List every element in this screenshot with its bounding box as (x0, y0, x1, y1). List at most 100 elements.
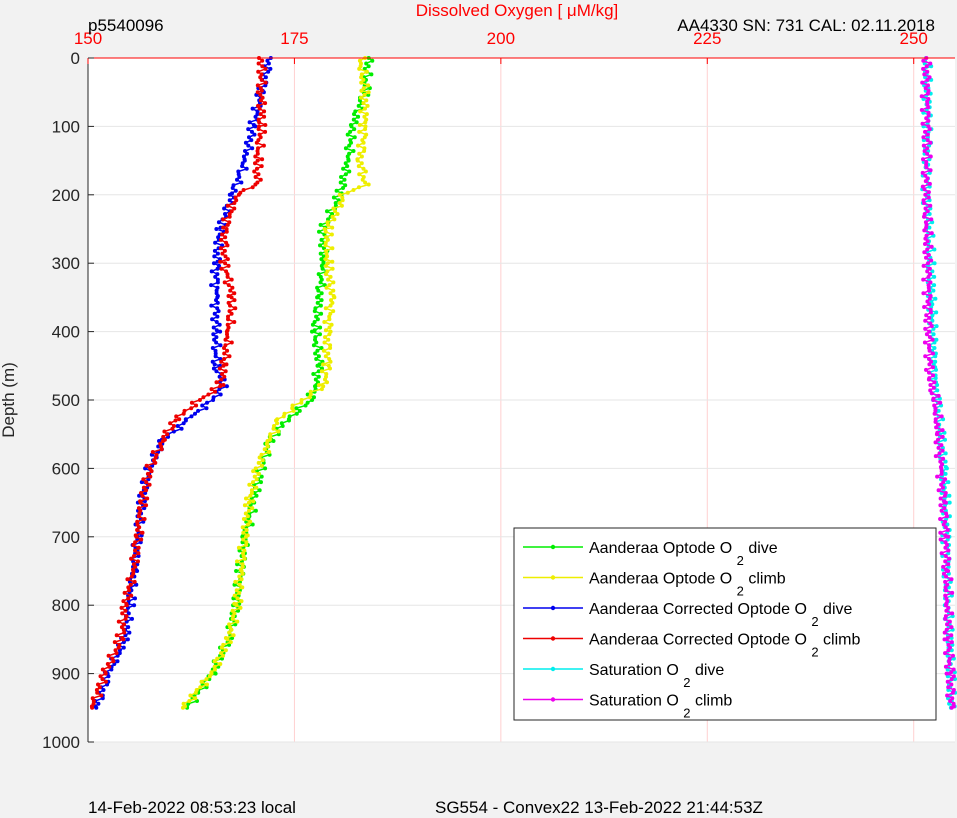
data-point (929, 324, 934, 329)
data-point (319, 291, 324, 296)
data-point (103, 679, 108, 684)
data-point (204, 677, 209, 682)
data-point (122, 622, 126, 627)
data-point (234, 603, 239, 608)
legend-label-name: Aanderaa Corrected Optode O (589, 632, 811, 649)
data-point (945, 693, 950, 698)
data-point (325, 237, 330, 242)
data-point (942, 637, 947, 642)
data-point (939, 508, 944, 513)
data-point (922, 214, 926, 219)
data-point (258, 92, 263, 97)
data-point (120, 611, 125, 616)
data-point (219, 651, 223, 656)
data-point (933, 354, 938, 359)
data-point (291, 408, 296, 413)
data-point (936, 488, 941, 493)
data-point (330, 259, 335, 264)
data-point (939, 482, 944, 487)
data-point (257, 455, 262, 460)
legend-label-subscript: 2 (737, 553, 744, 568)
data-point (253, 124, 258, 129)
data-point (96, 701, 101, 706)
data-point (357, 151, 362, 156)
legend-entry: Aanderaa Optode O 2 dive (523, 540, 778, 568)
data-point (330, 246, 335, 251)
data-point (219, 266, 224, 271)
data-point (927, 266, 932, 271)
data-point (930, 318, 935, 323)
data-point (179, 426, 184, 431)
data-point (122, 630, 127, 635)
data-point (938, 400, 943, 405)
data-point (216, 309, 221, 314)
data-point (116, 619, 121, 624)
data-point (229, 627, 234, 632)
data-point (140, 493, 145, 498)
data-point (351, 117, 356, 122)
data-point (276, 429, 281, 434)
data-point (356, 114, 361, 119)
data-point (254, 493, 259, 498)
data-point (216, 220, 221, 225)
data-point (945, 622, 949, 627)
data-point (366, 83, 371, 88)
data-point (929, 258, 934, 263)
data-point (949, 625, 954, 630)
y-tick-label: 300 (52, 254, 80, 273)
footer-mission-info: SG554 - Convex22 13-Feb-2022 21:44:53Z (435, 798, 763, 817)
data-point (136, 545, 141, 550)
data-point (259, 164, 264, 169)
data-point (252, 169, 257, 174)
data-point (114, 651, 119, 656)
data-point (945, 636, 950, 640)
data-point (137, 493, 142, 498)
data-point (129, 574, 134, 579)
data-point (101, 688, 106, 692)
data-point (319, 237, 324, 242)
data-point (217, 366, 222, 371)
data-point (922, 187, 927, 192)
data-point (305, 400, 310, 405)
data-point (338, 180, 343, 185)
y-tick-label: 800 (52, 596, 80, 615)
data-point (927, 127, 932, 132)
data-point (315, 295, 320, 300)
data-point (926, 253, 931, 257)
data-point (949, 633, 954, 638)
data-point (932, 411, 937, 416)
data-point (263, 75, 268, 80)
data-point (240, 564, 245, 569)
data-point (127, 630, 132, 635)
data-point (927, 302, 932, 307)
data-point (357, 172, 362, 177)
data-point (319, 346, 324, 350)
data-point (327, 317, 332, 322)
data-point (119, 605, 124, 610)
data-point (943, 664, 948, 669)
data-point (361, 77, 366, 82)
data-point (361, 101, 366, 106)
data-point (945, 528, 950, 532)
data-point (168, 421, 173, 426)
data-point (197, 398, 202, 402)
data-point (188, 693, 193, 698)
data-point (227, 630, 232, 635)
data-point (929, 231, 934, 236)
data-point (128, 582, 133, 587)
data-point (925, 91, 930, 96)
data-point (943, 437, 947, 442)
data-point (218, 384, 223, 389)
data-point (100, 667, 105, 672)
data-point (224, 362, 229, 367)
data-point (230, 616, 235, 621)
data-point (935, 474, 940, 479)
data-point (319, 387, 324, 392)
data-point (222, 357, 227, 361)
data-point (229, 311, 234, 316)
data-point (150, 450, 155, 454)
data-point (217, 322, 222, 327)
data-point (245, 151, 249, 156)
data-point (950, 690, 955, 695)
